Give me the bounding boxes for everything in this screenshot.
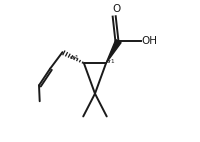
Text: OH: OH bbox=[141, 36, 157, 46]
Text: or1: or1 bbox=[105, 59, 114, 64]
Text: O: O bbox=[112, 4, 120, 14]
Polygon shape bbox=[106, 40, 121, 63]
Text: or1: or1 bbox=[69, 55, 79, 59]
